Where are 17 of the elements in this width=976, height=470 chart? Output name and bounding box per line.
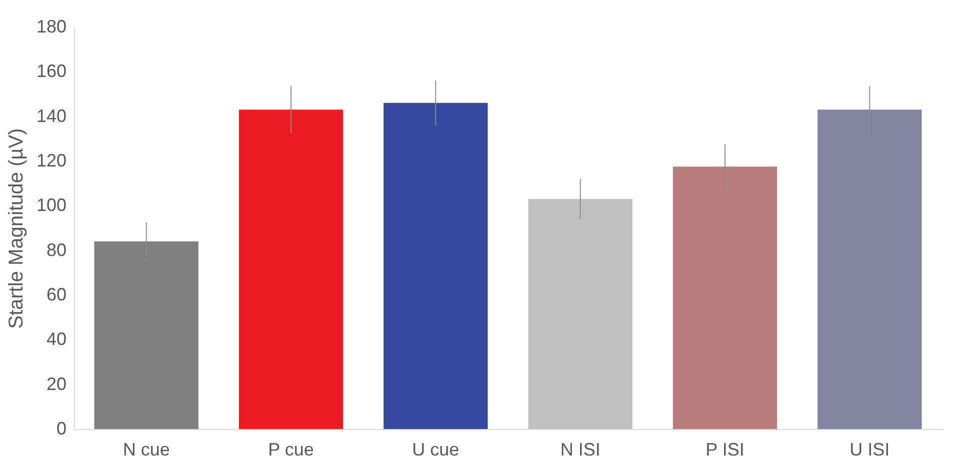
x-tick-label: N ISI <box>560 440 600 460</box>
y-tick-label: 60 <box>46 284 66 304</box>
x-tick-label: P cue <box>268 440 314 460</box>
x-tick-label: U cue <box>412 440 460 460</box>
x-tick-label: P ISI <box>706 440 744 460</box>
x-tick-label: U ISI <box>850 440 890 460</box>
y-tick-label: 140 <box>36 106 66 126</box>
y-tick-label: 80 <box>46 240 66 260</box>
x-tick-label: N cue <box>122 440 170 460</box>
y-tick-label: 100 <box>36 195 66 216</box>
y-tick-label: 120 <box>36 150 66 170</box>
y-tick-label: 20 <box>46 374 66 394</box>
y-axis-title: Startle Magnitude (µV) <box>5 128 28 329</box>
y-tick-label: 180 <box>36 16 66 36</box>
y-tick-label: 40 <box>46 329 66 350</box>
y-tick-label: 160 <box>36 61 66 82</box>
y-tick-label: 0 <box>56 418 66 438</box>
